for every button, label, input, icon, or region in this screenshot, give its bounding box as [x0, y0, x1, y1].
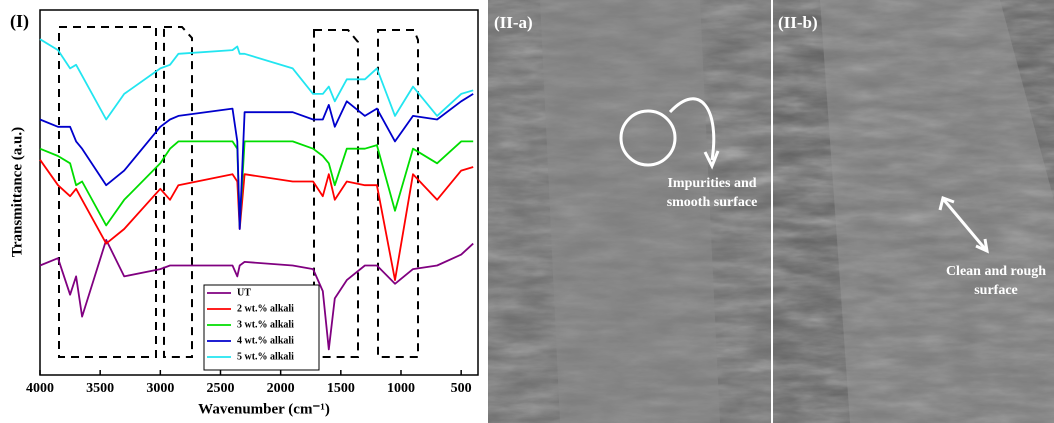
legend-box: [203, 284, 320, 371]
y-axis-label: Transmittance (a.u.): [9, 127, 25, 257]
legend-label: UT: [237, 287, 251, 298]
sem-image-b: (II-b) Clean and rough surface: [773, 0, 1054, 423]
series-line: [39, 239, 474, 351]
legend-label: 4 wt.% alkali: [237, 335, 294, 346]
image-annotation: Clean and rough: [946, 264, 1046, 279]
image-annotation: smooth surface: [667, 195, 758, 210]
series-line: [39, 38, 474, 121]
legend-label: 2 wt.% alkali: [237, 303, 294, 314]
plot-frame: [39, 9, 479, 376]
image-annotation: surface: [974, 283, 1018, 298]
x-tick-label: 1000: [387, 381, 415, 396]
x-tick-label: 3500: [86, 381, 114, 396]
series-line: [39, 140, 474, 227]
series-line: [39, 159, 474, 281]
x-tick-label: 1500: [327, 381, 355, 396]
legend-label: 3 wt.% alkali: [237, 319, 294, 330]
x-axis-label: Wavenumber (cm⁻¹): [198, 401, 330, 417]
panel-label: (I): [10, 11, 29, 32]
x-tick-label: 2000: [267, 381, 295, 396]
x-tick-label: 4000: [26, 381, 54, 396]
image-label: (II-a): [494, 13, 533, 32]
x-tick-label: 3000: [146, 381, 174, 396]
image-label: (II-b): [778, 13, 818, 32]
x-tick-label: 500: [451, 381, 472, 396]
legend-label: 5 wt.% alkali: [237, 351, 294, 362]
series-line: [39, 93, 474, 230]
x-tick-label: 2500: [206, 381, 234, 396]
image-annotation: Impurities and: [667, 176, 756, 191]
sem-image-a: (II-a) Impurities and smooth surface: [488, 0, 771, 423]
